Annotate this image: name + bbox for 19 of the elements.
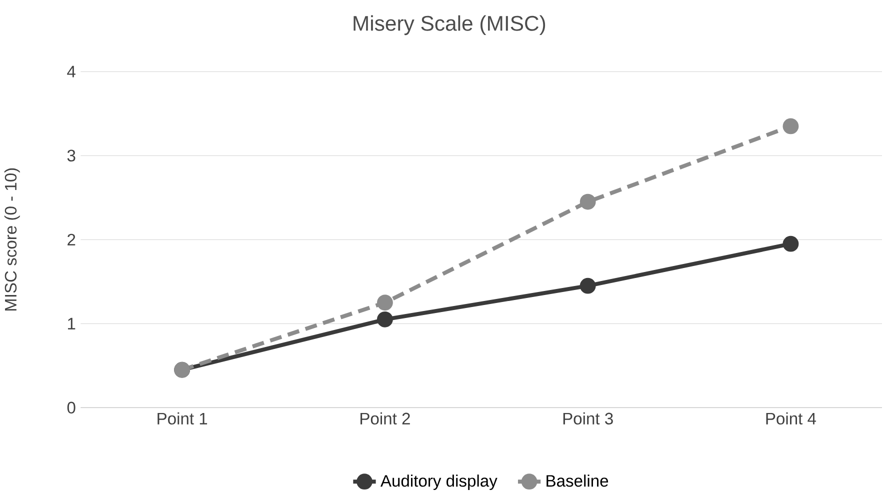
y-axis-title: MISC score (0 - 10) [4,168,20,310]
y-tick-label: 3 [67,150,76,162]
y-tick-label: 2 [68,234,76,246]
x-tick-label: Point 2 [360,412,410,424]
chart-title: Misery Scale (MISC) [354,15,546,36]
legend-label: Auditory display [380,474,498,490]
y-tick-label: 1 [68,318,76,330]
point [782,118,799,134]
x-tick-label: Point 4 [766,412,816,424]
point [377,294,393,311]
point [580,278,596,294]
point [580,194,596,210]
point [377,311,393,328]
y-tick-label: 0 [67,402,76,414]
x-tick-label: Point 3 [563,412,613,424]
point [782,236,799,252]
x-tick-label: Point 1 [158,412,208,424]
legend-label: Baseline [546,474,608,487]
y-tick-label: 4 [67,66,76,78]
